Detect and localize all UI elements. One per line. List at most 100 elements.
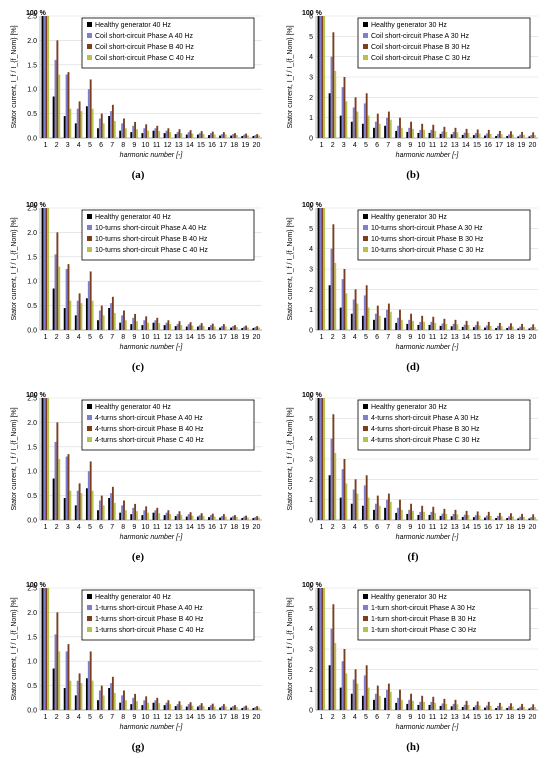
bar-s2-h18: [508, 326, 511, 330]
x-tick-label: 5: [88, 524, 92, 531]
bar-s1-h14: [461, 516, 464, 520]
y-tick-label: 6: [309, 14, 313, 21]
bar-s2-h19: [519, 706, 522, 710]
bar-s4-h11: [158, 703, 161, 710]
bar-s3-h20: [256, 134, 259, 138]
bar-s3-h11: [432, 124, 435, 138]
legend-entry: 1-turn short-circuit Phase A 30 Hz: [371, 605, 476, 612]
bar-s4-h13: [180, 705, 183, 710]
x-tick-label: 14: [462, 334, 470, 341]
legend-swatch: [87, 22, 92, 27]
legend-swatch: [363, 605, 368, 610]
bar-s1-h9: [406, 323, 409, 330]
bar-s3-h6: [100, 113, 103, 138]
bar-s4-h18: [235, 135, 238, 138]
x-tick-label: 9: [132, 524, 136, 531]
x-tick-label: 10: [418, 524, 426, 531]
y-tick-label: 1.5: [27, 254, 37, 261]
y-tick-label: 3: [309, 267, 313, 274]
bar-s3-h2: [56, 232, 59, 330]
bar-s2-h20: [530, 706, 533, 710]
bar-s1-h8: [395, 130, 398, 138]
bar-s1-h15: [196, 134, 199, 138]
bar-s4-h6: [378, 505, 381, 520]
x-tick-label: 18: [230, 334, 238, 341]
bar-s4-h10: [147, 702, 149, 710]
top-percent-label: 100 %: [26, 392, 47, 399]
bar-s1-h2: [328, 93, 331, 138]
legend-entry: 10-turns short-circuit Phase B 30 Hz: [371, 236, 484, 243]
bar-s4-h15: [202, 326, 205, 330]
bar-s3-h1: [321, 588, 324, 710]
bar-s4-h7: [113, 502, 116, 520]
bar-s2-h1: [43, 588, 46, 710]
chart-panel-2: 100 % 0.0 0.5 1.0 1.5 2.0 2.5 Stator current, I…: [11, 202, 262, 373]
bar-s1-h4: [74, 123, 77, 138]
bar-s2-h2: [330, 248, 333, 330]
bar-s1-h13: [174, 326, 177, 330]
bar-s4-h5: [367, 497, 370, 520]
x-tick-label: 14: [462, 524, 470, 531]
x-tick-label: 8: [397, 142, 401, 149]
bar-s3-h16: [211, 703, 214, 710]
bar-s2-h9: [132, 697, 135, 710]
bar-s1-h18: [506, 327, 509, 330]
bar-s1-h19: [241, 136, 244, 138]
bar-s1-h7: [384, 125, 387, 138]
bar-s2-h4: [352, 679, 355, 710]
bar-s2-h1: [319, 16, 322, 138]
y-tick-label: 2: [309, 287, 313, 294]
bar-s2-h2: [54, 441, 57, 520]
bar-s3-h4: [78, 101, 81, 138]
bar-s3-h13: [454, 127, 457, 138]
bar-s2-h12: [441, 323, 444, 330]
bar-s4-h1: [323, 208, 326, 330]
legend-swatch: [363, 55, 368, 60]
bar-s3-h14: [465, 128, 468, 138]
bar-s1-h5: [361, 315, 364, 330]
bar-s1-h4: [350, 503, 353, 520]
panel-caption: (c): [132, 361, 145, 373]
x-tick-label: 17: [495, 334, 503, 341]
chart-panel-6: 100 % 0.0 0.5 1.0 1.5 2.0 2.5 Stator current, I…: [11, 582, 262, 753]
legend-box: [357, 17, 531, 69]
bar-s3-h4: [78, 293, 81, 330]
y-tick-label: 6: [309, 586, 313, 593]
y-tick-label: 0.5: [27, 303, 37, 310]
y-tick-label: 2.5: [27, 14, 37, 21]
bar-s4-h3: [345, 293, 348, 330]
bar-s4-h2: [58, 74, 61, 138]
bar-s1-h9: [406, 131, 409, 138]
bar-s2-h16: [209, 515, 212, 520]
bar-s4-h12: [169, 132, 172, 138]
bar-s4-h13: [456, 132, 459, 138]
bar-s3-h9: [134, 121, 137, 138]
bar-s4-h20: [534, 135, 536, 138]
bar-s3-h13: [178, 129, 181, 138]
bar-s4-h7: [389, 501, 392, 520]
bar-s2-h20: [254, 707, 257, 710]
bar-s4-h19: [247, 327, 249, 330]
x-tick-label: 12: [440, 524, 448, 531]
x-tick-label: 9: [408, 142, 412, 149]
bar-s1-h14: [461, 326, 464, 330]
bar-s4-h15: [478, 705, 481, 710]
x-tick-label: 18: [230, 524, 238, 531]
bar-s4-h11: [434, 512, 437, 520]
x-tick-label: 1: [320, 524, 324, 531]
bar-s2-h17: [221, 706, 223, 710]
bar-s4-h1: [47, 16, 50, 138]
y-tick-label: 0.5: [27, 493, 37, 500]
bar-s4-h4: [356, 683, 359, 710]
bar-s3-h11: [432, 316, 435, 330]
bar-s4-h1: [47, 398, 50, 520]
bar-s2-h8: [397, 317, 400, 330]
legend-entry: Healthy generator 30 Hz: [371, 404, 447, 411]
bar-s4-h8: [400, 319, 403, 330]
bar-s1-h6: [373, 127, 375, 138]
x-tick-label: 11: [153, 524, 160, 531]
legend-entry: 1-turns short-circuit Phase B 40 Hz: [95, 616, 204, 623]
bar-s2-h18: [232, 134, 235, 138]
bar-s2-h17: [221, 516, 223, 520]
bar-s2-h4: [76, 300, 79, 330]
